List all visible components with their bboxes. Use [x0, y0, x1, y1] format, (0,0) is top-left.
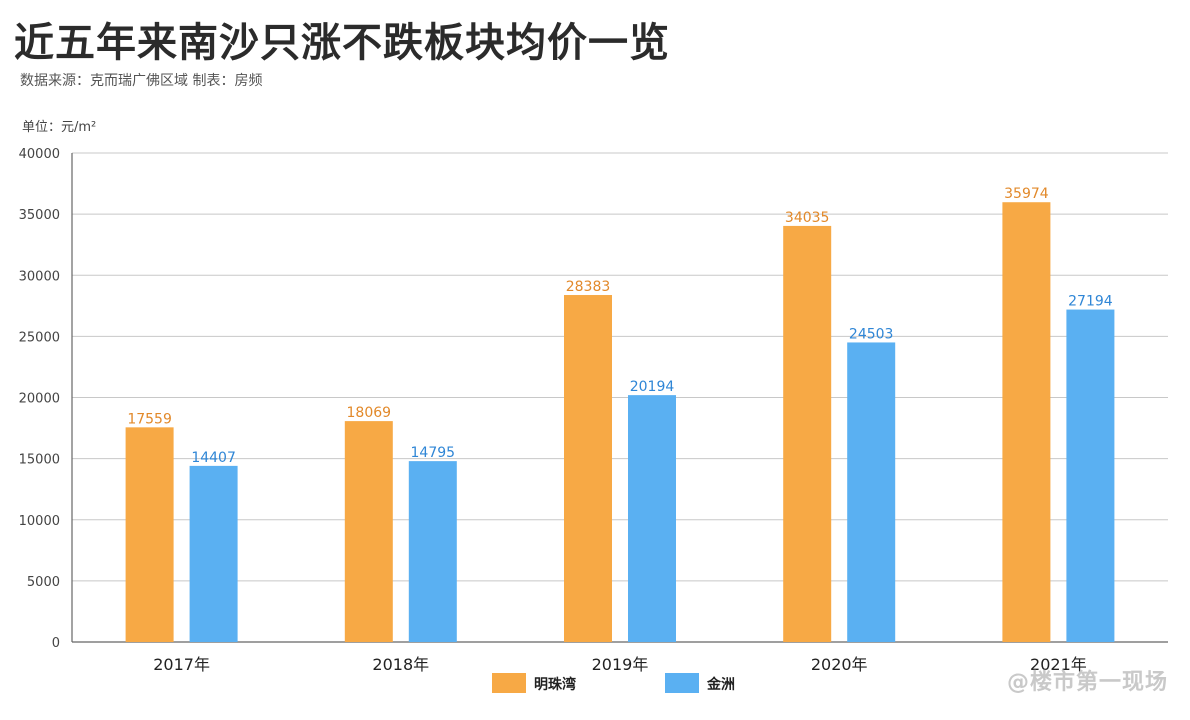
y-axis-unit-label: 单位：元/m²: [22, 120, 97, 135]
x-tick-label: 2020年: [811, 655, 868, 674]
x-tick-label: 2021年: [1030, 655, 1087, 674]
y-tick-label: 20000: [19, 392, 60, 407]
y-tick-labels: 0 5000 10000 15000 20000 25000 30000 35000 40000: [19, 147, 60, 651]
bar-mingzhuwan: [125, 427, 174, 642]
y-tick-label: 30000: [19, 269, 60, 284]
data-labels: 17559 14407 18069 14795 28383 20194 34035 24503…: [127, 186, 1112, 466]
bar-mingzhuwan: [564, 295, 612, 642]
x-tick-label: 2019年: [592, 655, 649, 674]
x-tick-label: 2018年: [372, 655, 429, 674]
data-label: 35974: [1004, 186, 1049, 202]
data-label: 34035: [785, 210, 830, 226]
bar-jinzhou: [408, 461, 457, 642]
bars: [125, 202, 1115, 643]
legend: 明珠湾 金洲: [492, 673, 735, 693]
x-tick-labels: 2017年 2018年 2019年 2020年 2021年: [153, 655, 1087, 674]
legend-swatch: [492, 673, 526, 693]
bar-jinzhou: [1066, 309, 1115, 642]
data-label: 20194: [630, 379, 675, 395]
y-tick-label: 0: [52, 636, 60, 651]
legend-label: 明珠湾: [534, 676, 576, 693]
x-tick-label: 2017年: [153, 655, 210, 674]
y-tick-label: 40000: [19, 147, 60, 162]
bar-mingzhuwan: [344, 421, 393, 642]
bar-jinzhou: [847, 342, 896, 642]
grid-lines: [72, 152, 1168, 643]
watermark: @楼市第一现场: [1006, 670, 1168, 695]
y-tick-label: 15000: [19, 453, 60, 468]
y-tick-label: 10000: [19, 514, 60, 529]
bar-jinzhou: [628, 395, 676, 642]
chart-subtitle: 数据来源：克而瑞广佛区域 制表：房频: [20, 73, 263, 89]
bar-mingzhuwan: [783, 225, 832, 642]
data-label: 17559: [127, 411, 172, 427]
y-tick-label: 35000: [19, 208, 60, 223]
legend-swatch: [665, 673, 699, 693]
bar-mingzhuwan: [1002, 202, 1051, 643]
chart-title: 近五年来南沙只涨不跌板块均价一览: [14, 20, 670, 66]
data-label: 14407: [191, 450, 236, 466]
data-label: 18069: [347, 405, 392, 421]
axes: [71, 153, 1168, 643]
data-label: 24503: [849, 326, 894, 342]
legend-label: 金洲: [706, 676, 735, 693]
data-label: 27194: [1068, 294, 1113, 310]
data-label: 28383: [566, 279, 611, 295]
data-label: 14795: [411, 445, 456, 461]
y-tick-label: 25000: [19, 330, 60, 345]
bar-jinzhou: [189, 465, 238, 642]
y-tick-label: 5000: [27, 575, 60, 590]
